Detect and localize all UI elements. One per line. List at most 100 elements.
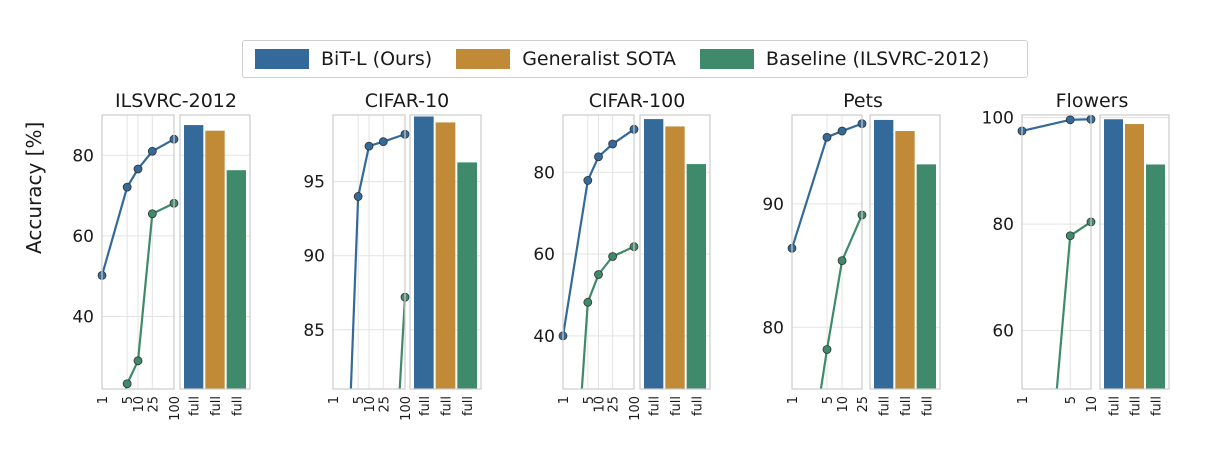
data-point-2-1-1 bbox=[583, 297, 593, 307]
line-axes-frame-3 bbox=[791, 114, 863, 390]
ytick-label-1-2: 95 bbox=[303, 173, 325, 193]
data-point-3-0-2 bbox=[837, 126, 847, 136]
bar-category-label-1-2: full bbox=[461, 396, 476, 416]
legend-item-generalist-sota: Generalist SOTA bbox=[456, 48, 676, 70]
xtick-label-2-3: 25 bbox=[607, 396, 622, 413]
bar-3-0 bbox=[874, 119, 894, 389]
xtick-label-2-1: 5 bbox=[582, 396, 597, 404]
legend-swatch-baseline bbox=[699, 49, 754, 69]
line-axes-frame-1 bbox=[332, 114, 406, 390]
xtick-label-1-2: 10 bbox=[363, 396, 378, 413]
xtick-label-0-2: 10 bbox=[132, 396, 147, 413]
ytick-label-2-0: 40 bbox=[533, 327, 555, 347]
legend-swatch-bit-l bbox=[255, 49, 309, 69]
bar-axes-frame-1 bbox=[409, 114, 482, 390]
bar-category-label-0-2: full bbox=[230, 396, 245, 416]
panel-title-cifar100: CIFAR-100 bbox=[588, 90, 686, 112]
data-point-3-1-2 bbox=[837, 256, 847, 266]
data-point-3-1-1 bbox=[822, 345, 832, 354]
data-point-1-0-1 bbox=[353, 192, 363, 201]
bar-2-2 bbox=[686, 164, 706, 389]
ytick-label-2-2: 80 bbox=[533, 163, 555, 183]
ytick-label-0-2: 80 bbox=[72, 146, 94, 166]
xtick-label-4-1: 5 bbox=[1064, 396, 1079, 404]
xtick-label-0-4: 100 bbox=[168, 396, 183, 421]
xtick-label-2-4: 100 bbox=[628, 396, 643, 421]
bar-1-0 bbox=[414, 116, 434, 389]
xtick-label-3-0: 1 bbox=[786, 396, 801, 404]
panel-title-ilsvrc: ILSVRC-2012 bbox=[115, 90, 237, 112]
ytick-label-0-0: 40 bbox=[72, 307, 94, 327]
data-point-0-0-1 bbox=[122, 182, 132, 192]
legend-label-bit-l: BiT-L (Ours) bbox=[321, 48, 433, 70]
data-point-2-0-1 bbox=[583, 176, 593, 185]
xtick-label-1-3: 25 bbox=[377, 396, 392, 413]
legend-label-baseline: Baseline (ILSVRC-2012) bbox=[765, 48, 990, 70]
series-line-3-0 bbox=[790, 122, 863, 249]
data-point-2-0-3 bbox=[608, 139, 618, 149]
xtick-label-1-1: 5 bbox=[352, 396, 367, 404]
bar-0-2 bbox=[226, 170, 246, 389]
bar-0-0 bbox=[184, 125, 204, 389]
xtick-label-0-0: 1 bbox=[96, 396, 111, 404]
xtick-label-0-1: 5 bbox=[121, 396, 136, 404]
data-point-0-0-3 bbox=[147, 146, 157, 156]
bar-3-1 bbox=[895, 131, 915, 389]
series-line-4-0 bbox=[1021, 118, 1092, 133]
data-point-1-0-2 bbox=[364, 141, 374, 151]
bar-category-label-4-2: full bbox=[1150, 396, 1165, 416]
bar-category-label-0-1: full bbox=[209, 396, 224, 416]
bar-axes-frame-3 bbox=[869, 114, 941, 390]
ytick-label-4-0: 60 bbox=[992, 321, 1014, 341]
bar-category-label-3-2: full bbox=[920, 396, 935, 416]
bar-4-1 bbox=[1125, 124, 1144, 389]
ytick-label-0-1: 60 bbox=[72, 227, 94, 247]
bar-category-label-2-1: full bbox=[669, 396, 684, 416]
data-point-0-1-2 bbox=[133, 356, 143, 366]
xtick-label-2-2: 10 bbox=[593, 396, 608, 413]
data-point-4-0-1 bbox=[1065, 115, 1075, 125]
bar-4-0 bbox=[1104, 119, 1123, 389]
bar-0-1 bbox=[205, 130, 225, 389]
ytick-label-1-0: 85 bbox=[303, 321, 325, 341]
bar-2-1 bbox=[665, 126, 685, 389]
xtick-label-0-3: 25 bbox=[146, 396, 161, 413]
ytick-label-3-0: 80 bbox=[762, 318, 784, 338]
series-line-3-1 bbox=[819, 214, 864, 389]
data-point-0-1-3 bbox=[147, 209, 157, 219]
panel-title-flowers: Flowers bbox=[1055, 90, 1129, 112]
xtick-label-4-0: 1 bbox=[1016, 396, 1031, 404]
bar-axes-frame-4 bbox=[1099, 114, 1170, 390]
ytick-label-1-1: 90 bbox=[303, 247, 325, 267]
bar-4-2 bbox=[1146, 164, 1165, 389]
bar-1-1 bbox=[435, 122, 456, 390]
bar-category-label-2-2: full bbox=[690, 396, 705, 416]
xtick-label-4-2: 10 bbox=[1085, 396, 1100, 413]
data-point-2-0-2 bbox=[594, 152, 603, 162]
xtick-label-1-0: 1 bbox=[327, 396, 342, 404]
bar-axes-frame-0 bbox=[179, 114, 251, 390]
data-point-0-0-2 bbox=[133, 164, 143, 174]
data-point-4-1-1 bbox=[1065, 231, 1075, 241]
ytick-label-3-1: 90 bbox=[762, 195, 784, 215]
xtick-label-3-3: 25 bbox=[856, 396, 871, 413]
bar-category-label-1-1: full bbox=[440, 396, 455, 416]
xtick-label-3-1: 5 bbox=[821, 396, 836, 404]
bar-axes-frame-2 bbox=[639, 114, 711, 390]
xtick-label-3-2: 10 bbox=[836, 396, 851, 413]
bar-1-2 bbox=[457, 162, 477, 389]
legend-label-generalist-sota: Generalist SOTA bbox=[522, 48, 676, 70]
ytick-label-2-1: 60 bbox=[533, 245, 555, 265]
bar-category-label-2-0: full bbox=[648, 396, 663, 416]
bar-3-2 bbox=[916, 164, 936, 389]
legend-item-bit-l: BiT-L (Ours) bbox=[255, 48, 432, 70]
xtick-label-2-0: 1 bbox=[557, 396, 572, 404]
bar-2-0 bbox=[644, 119, 664, 390]
data-point-2-1-3 bbox=[608, 252, 618, 261]
line-axes-frame-2 bbox=[562, 114, 635, 390]
data-point-1-0-3 bbox=[378, 137, 388, 147]
ytick-label-4-1: 80 bbox=[992, 215, 1014, 235]
line-axes-frame-0 bbox=[101, 114, 175, 390]
bar-category-label-1-0: full bbox=[418, 396, 433, 416]
